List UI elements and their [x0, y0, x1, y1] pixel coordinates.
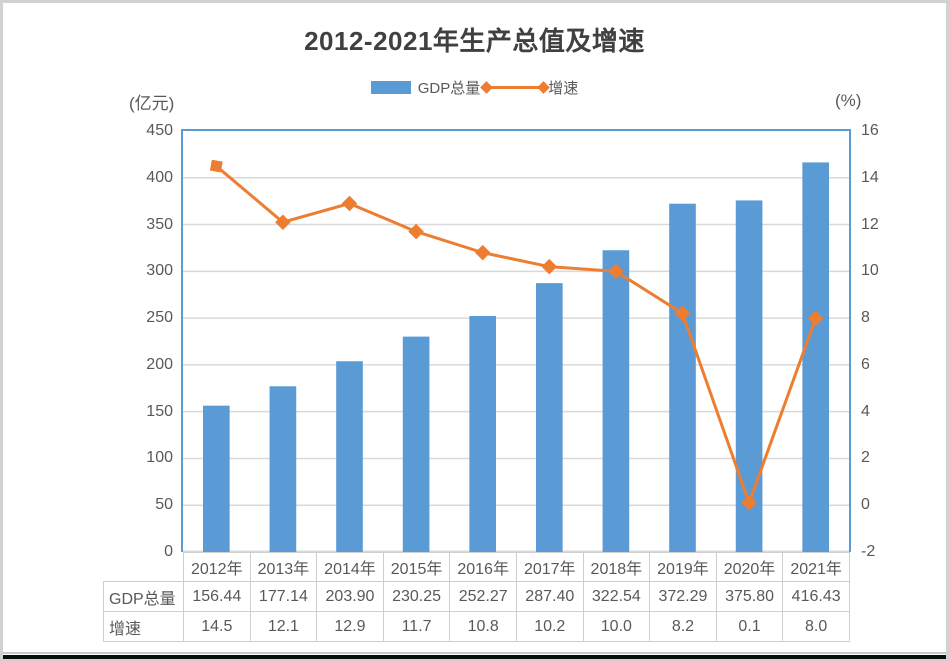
window-bottom-edge [3, 655, 946, 659]
table-cell: 2016年 [449, 552, 517, 582]
gdp-bar [802, 162, 830, 552]
gdp-bar [202, 405, 230, 552]
left-axis-tick: 100 [146, 449, 173, 467]
right-axis-tick: 10 [861, 262, 879, 280]
table-cell: 287.40 [515, 581, 584, 612]
table-stub-cell [104, 553, 184, 582]
table-cell: 2021年 [782, 552, 850, 582]
left-axis-tick: 400 [146, 168, 173, 186]
left-axis-tick: 450 [146, 122, 173, 139]
table-cell: 2014年 [316, 552, 384, 582]
growth-row: 增速 14.5 12.1 12.9 11.7 10.8 10.2 10.0 8.2 0.1 8.0 [103, 611, 850, 642]
left-axis-tick: 200 [146, 355, 173, 373]
right-axis-tick: 0 [861, 496, 870, 514]
growth-marker [341, 195, 358, 212]
table-cell: 177.14 [249, 581, 318, 612]
right-axis: 16 14 12 10 8 6 4 2 0 -2 [861, 122, 931, 560]
growth-marker [474, 244, 491, 261]
left-axis: 450 400 350 300 250 200 150 100 50 0 [3, 122, 173, 560]
table-cell: 156.44 [183, 581, 251, 612]
chart-data-table: 2012年 2013年 2014年 2015年 2016年 2017年 2018年 2019年… [103, 552, 850, 642]
legend-growth-marker [480, 81, 551, 94]
table-cell: 12.1 [249, 611, 318, 642]
table-cell: 14.5 [183, 611, 251, 642]
left-axis-tick: 250 [146, 309, 173, 327]
gdp-bar [535, 283, 563, 552]
year-header-row: 2012年 2013年 2014年 2015年 2016年 2017年 2018年 2019年… [104, 552, 850, 582]
growth-marker [209, 159, 223, 173]
gdp-bar [602, 250, 630, 552]
growth-marker [408, 223, 424, 240]
table-cell: 2012年 [183, 552, 251, 582]
table-cell: 2017年 [515, 552, 584, 582]
table-cell: 10.0 [582, 611, 651, 642]
right-axis-tick: 16 [861, 122, 879, 139]
gdp-bar [735, 200, 763, 552]
left-axis-tick: 50 [155, 496, 173, 514]
table-cell: 322.54 [582, 581, 651, 612]
table-cell: 0.1 [715, 611, 784, 642]
table-cell: 8.2 [649, 611, 717, 642]
legend-growth-label: 增速 [548, 80, 579, 97]
gdp-row: GDP总量 156.44 177.14 203.90 230.25 252.27 287.4… [103, 581, 850, 612]
right-axis-tick: -2 [861, 543, 876, 560]
table-cell: 252.27 [449, 581, 517, 612]
gdp-bar [469, 315, 497, 552]
left-axis-tick: 0 [164, 543, 173, 560]
growth-line [215, 164, 818, 505]
right-axis-tick: 2 [861, 449, 870, 467]
table-row-label: GDP总量 [103, 581, 184, 612]
left-axis-tick: 350 [146, 215, 173, 233]
growth-marker [674, 305, 691, 322]
table-cell: 2019年 [649, 552, 717, 582]
right-axis-tick: 8 [861, 309, 870, 327]
chart-title: 2012-2021年生产总值及增速 [304, 26, 645, 56]
table-cell: 2018年 [582, 552, 651, 582]
table-cell: 203.90 [316, 581, 384, 612]
table-cell: 2020年 [715, 552, 784, 582]
left-axis-tick: 300 [146, 262, 173, 280]
right-axis-tick: 14 [861, 168, 879, 186]
right-axis-tick: 4 [861, 402, 870, 420]
table-cell: 230.25 [382, 581, 451, 612]
right-axis-unit: (%) [835, 91, 862, 110]
gdp-bar [336, 361, 363, 552]
table-cell: 2013年 [249, 552, 318, 582]
legend-gdp-swatch [370, 81, 411, 94]
table-cell: 10.8 [449, 611, 517, 642]
right-axis-tick: 6 [861, 355, 870, 373]
diamond-icon [480, 81, 494, 94]
table-cell: 10.2 [515, 611, 584, 642]
left-axis-tick: 150 [146, 402, 173, 420]
legend-gdp-label: GDP总量 [417, 80, 481, 97]
left-axis-unit: (亿元) [129, 94, 175, 113]
table-cell: 2015年 [382, 552, 451, 582]
growth-marker [541, 258, 558, 275]
plot-area [183, 159, 849, 552]
table-cell: 372.29 [649, 581, 717, 612]
gdp-bar [669, 203, 696, 552]
table-cell: 416.43 [782, 581, 850, 612]
table-cell: 11.7 [382, 611, 451, 642]
gdp-bar [269, 386, 297, 552]
table-cell: 8.0 [782, 611, 850, 642]
growth-marker [608, 263, 624, 280]
table-cell: 12.9 [316, 611, 384, 642]
table-cell: 375.80 [715, 581, 784, 612]
legend-line-segment [487, 86, 544, 89]
table-row-label: 增速 [103, 611, 184, 642]
right-axis-tick: 12 [861, 215, 879, 233]
chart-legend: GDP总量 增速 [3, 77, 946, 98]
gdp-bar [402, 336, 430, 552]
bottom-divider [3, 652, 946, 654]
